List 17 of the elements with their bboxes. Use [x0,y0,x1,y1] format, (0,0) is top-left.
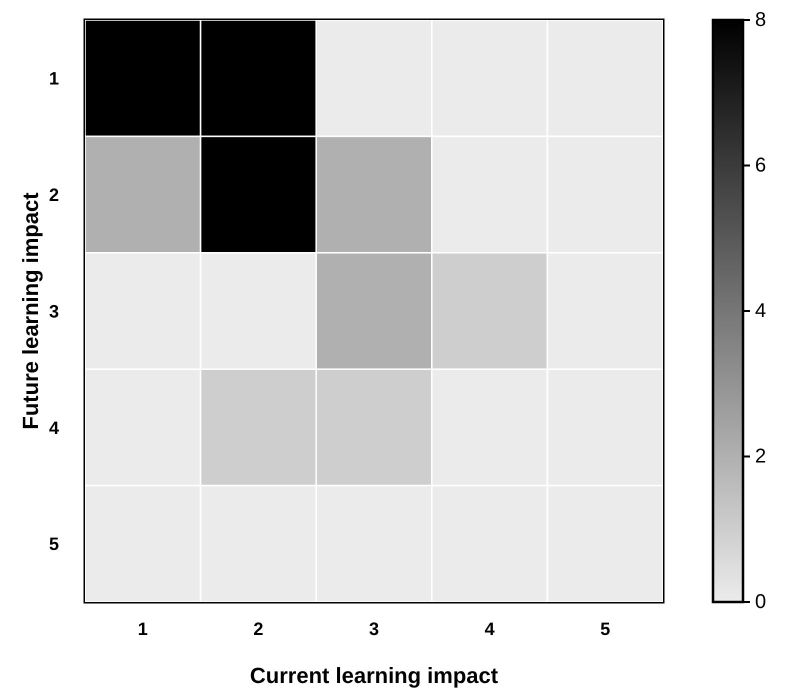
color-bar-label: 4 [755,300,766,322]
y-tick-label: 4 [48,418,59,438]
color-bar-label: 0 [755,591,766,613]
color-bar-label: 6 [755,154,766,176]
y-tick-label: 2 [48,184,59,205]
y-axis-title: Future learning impact [18,192,43,430]
y-tick-label: 1 [48,68,59,89]
color-bar-label: 2 [755,446,766,468]
x-tick-label: 2 [253,618,264,639]
x-axis-title: Current learning impact [250,663,499,688]
color-bar-label: 8 [755,9,766,31]
y-tick-label: 5 [48,534,59,554]
x-tick-label: 1 [138,618,148,639]
x-tick-label: 4 [484,618,495,639]
x-tick-label: 5 [600,618,610,639]
y-tick-label: 3 [48,301,59,322]
x-tick-label: 3 [368,618,380,639]
